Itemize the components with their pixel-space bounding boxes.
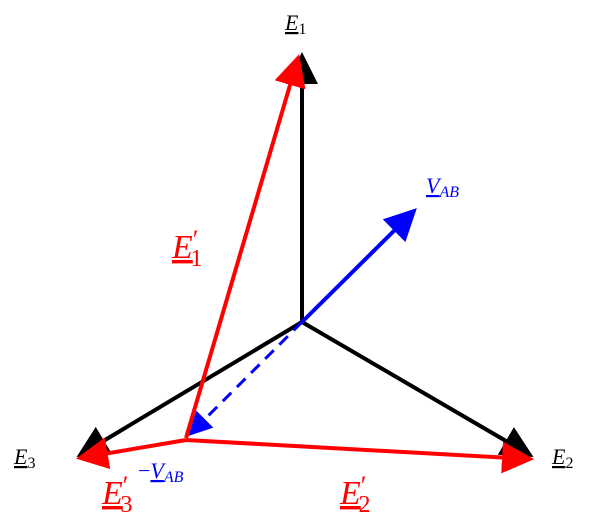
subscript: 3	[120, 492, 132, 518]
prime: ′	[123, 471, 129, 500]
base: E	[284, 10, 299, 35]
arrow-vab	[300, 208, 417, 324]
label-e1: E1	[284, 10, 306, 38]
label-vab: VAB	[426, 173, 459, 201]
arrow-minus-vab	[187, 320, 304, 437]
sign: −	[138, 458, 150, 483]
subscript: 1	[190, 246, 202, 272]
subscript: 2	[358, 492, 370, 518]
base: E	[339, 475, 361, 512]
subscript: 3	[27, 455, 35, 472]
base: E	[551, 444, 566, 469]
prime: ′	[361, 471, 367, 500]
label-e2-prime: E′ 2	[339, 471, 370, 518]
label-e1-prime: E′ 1	[171, 225, 202, 272]
subscript: 2	[565, 455, 573, 472]
prime: ′	[193, 225, 199, 254]
arrow-e3-prime	[76, 437, 187, 470]
base: V	[426, 173, 442, 198]
base: V	[150, 458, 166, 483]
arrow-e2	[300, 320, 534, 458]
base: E	[101, 475, 123, 512]
base: E	[13, 444, 28, 469]
base: E	[171, 229, 193, 266]
arrow-e3	[76, 320, 304, 458]
arrow-e1-prime	[184, 54, 306, 439]
label-minus-vab: −VAB	[138, 458, 184, 486]
label-e3-prime: E′ 3	[101, 471, 132, 518]
arrows	[76, 52, 534, 474]
subscript: AB	[438, 184, 459, 201]
label-e3: E3	[13, 444, 35, 472]
arrow-e2-prime	[185, 438, 534, 474]
subscript: AB	[163, 469, 184, 486]
subscript: 1	[298, 21, 306, 38]
label-e2: E2	[551, 444, 573, 472]
